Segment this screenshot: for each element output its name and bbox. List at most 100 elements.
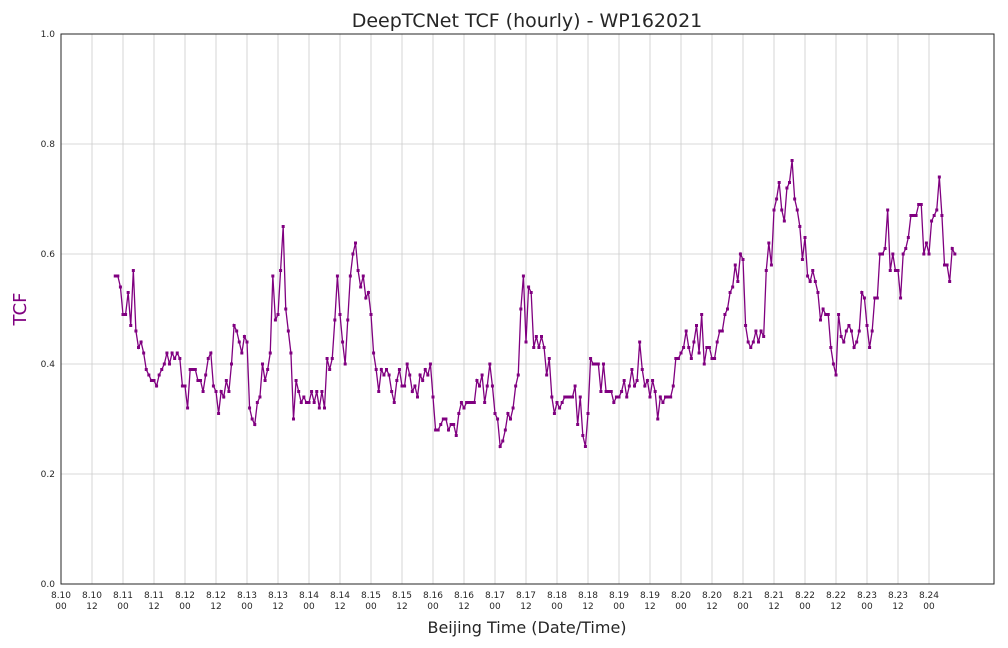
tcf-point	[134, 329, 138, 333]
x-tick-label: 8.24 00	[919, 591, 939, 612]
tcf-point	[857, 329, 861, 333]
tcf-point	[852, 346, 856, 349]
y-tick-label: 1.0	[41, 30, 56, 40]
tcf-point	[534, 335, 538, 338]
tcf-point	[927, 252, 931, 256]
tcf-point	[728, 291, 732, 294]
tcf-point	[759, 329, 763, 333]
x-tick-hour: 12	[334, 602, 345, 612]
tcf-point	[720, 329, 724, 333]
tcf-point	[888, 269, 892, 272]
tcf-point	[679, 351, 683, 355]
x-tick-date: 8.23	[857, 591, 877, 601]
x-tick-hour: 12	[830, 602, 841, 612]
tcf-point	[217, 412, 221, 415]
x-tick-label: 8.17 00	[485, 591, 505, 612]
tcf-point	[785, 186, 789, 190]
tcf-point	[643, 384, 647, 388]
tcf-point	[503, 428, 507, 432]
x-tick-date: 8.22	[826, 591, 846, 601]
tcf-point	[754, 329, 758, 333]
x-tick-date: 8.21	[733, 591, 753, 601]
x-tick-label: 8.21 00	[733, 591, 753, 612]
tcf-point	[731, 285, 735, 289]
tcf-point	[224, 379, 228, 382]
tcf-point	[831, 362, 835, 366]
tcf-point	[193, 368, 197, 371]
tcf-point	[219, 390, 223, 393]
tcf-point	[847, 324, 851, 327]
tcf-point	[860, 291, 864, 294]
tcf-point	[883, 247, 887, 250]
tcf-point	[155, 384, 159, 388]
x-tick-date: 8.19	[640, 591, 660, 601]
tcf-point	[945, 263, 949, 267]
tcf-point	[289, 351, 293, 355]
tcf-point	[795, 208, 799, 212]
tcf-point	[276, 313, 280, 316]
x-axis-label: Beijing Time (Date/Time)	[427, 618, 626, 637]
tcf-point	[333, 318, 337, 322]
tcf-point	[594, 362, 598, 366]
tcf-point	[168, 362, 171, 366]
tcf-point	[904, 247, 908, 250]
y-tick-label: 0.8	[41, 140, 56, 150]
tcf-point	[292, 417, 295, 421]
tcf-point	[397, 368, 401, 371]
tcf-point	[682, 346, 686, 349]
tcf-point	[604, 390, 608, 393]
tcf-point	[943, 263, 946, 267]
tcf-point	[364, 296, 368, 300]
x-tick-date: 8.15	[392, 591, 412, 601]
tcf-point	[599, 390, 603, 393]
tcf-point	[713, 357, 717, 360]
tcf-point	[279, 269, 283, 272]
x-tick-date: 8.12	[175, 591, 195, 601]
tcf-point	[131, 269, 135, 272]
tcf-point	[240, 351, 244, 355]
x-tick-date: 8.21	[764, 591, 784, 601]
x-tick-label: 8.10 12	[82, 591, 102, 612]
x-tick-hour: 00	[179, 602, 191, 612]
tcf-point	[744, 324, 748, 327]
tcf-point	[509, 417, 512, 421]
tcf-point	[645, 379, 649, 382]
tcf-point	[664, 395, 667, 399]
tcf-point	[953, 252, 957, 256]
tcf-point	[426, 373, 430, 377]
tcf-point	[648, 395, 652, 399]
x-tick-label: 8.19 00	[609, 591, 629, 612]
tcf-point	[142, 351, 146, 355]
x-tick-hour: 00	[117, 602, 129, 612]
tcf-point	[516, 373, 520, 377]
tcf-point	[909, 214, 913, 217]
x-tick-hour: 00	[365, 602, 377, 612]
tcf-point	[635, 379, 639, 382]
x-tick-date: 8.24	[919, 591, 939, 601]
tcf-point	[356, 269, 360, 272]
x-tick-hour: 00	[489, 602, 501, 612]
tcf-point	[622, 379, 626, 382]
tcf-point	[591, 362, 595, 366]
tcf-point	[803, 236, 807, 239]
x-tick-date: 8.16	[454, 591, 474, 601]
x-tick-label: 8.14 00	[299, 591, 319, 612]
tcf-point	[294, 379, 298, 382]
tcf-point	[467, 401, 471, 404]
tcf-point	[506, 412, 510, 415]
tcf-point	[821, 307, 825, 311]
x-tick-hour: 00	[241, 602, 253, 612]
tcf-point	[330, 357, 334, 360]
tcf-point	[400, 384, 404, 388]
tcf-point	[149, 379, 153, 382]
tcf-point	[519, 307, 523, 311]
tcf-point	[436, 428, 440, 432]
x-tick-label: 8.14 12	[330, 591, 350, 612]
tcf-point	[444, 417, 448, 421]
tcf-point	[186, 406, 190, 410]
tcf-point	[868, 346, 872, 349]
tcf-point	[912, 214, 915, 217]
x-tick-date: 8.11	[144, 591, 164, 601]
tcf-point	[899, 296, 903, 300]
x-tick-hour: 12	[458, 602, 469, 612]
